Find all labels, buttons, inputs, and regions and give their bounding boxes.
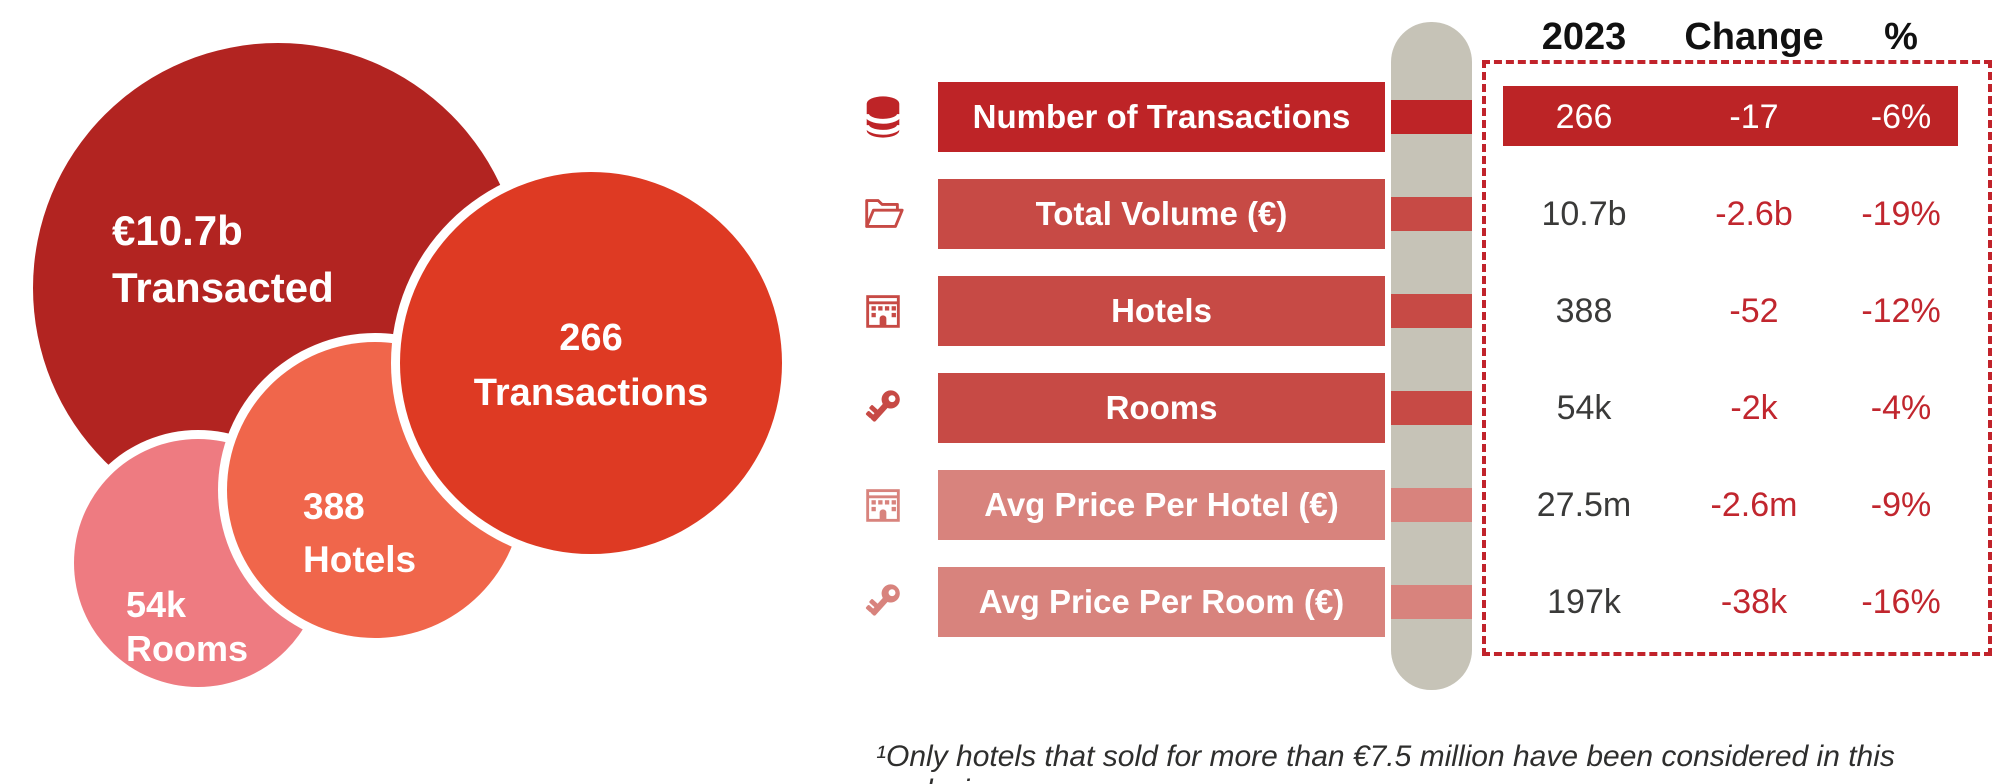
database-icon xyxy=(860,94,906,140)
bubble-label-rooms: 54k Rooms xyxy=(126,583,248,671)
value-2023: 27.5m xyxy=(1536,486,1632,524)
bubble-transactions xyxy=(400,172,782,554)
bubble-value: 388 xyxy=(303,486,365,527)
metric-label-bar: Avg Price Per Hotel (€) xyxy=(938,470,1385,540)
metric-label-bar: Total Volume (€) xyxy=(938,179,1385,249)
column-header-change: Change xyxy=(1684,16,1824,58)
capsule-band xyxy=(1391,197,1472,231)
metric-label-bar: Rooms xyxy=(938,373,1385,443)
capsule-band xyxy=(1391,100,1472,134)
value-change: -38k xyxy=(1720,583,1788,621)
value-2023: 266 xyxy=(1555,98,1613,136)
bubble-value: 266 xyxy=(559,317,623,359)
bubble-label-transactions: 266 Transactions xyxy=(400,311,782,421)
hotel-icon xyxy=(860,288,906,334)
value-change: -17 xyxy=(1729,98,1779,136)
capsule-band xyxy=(1391,585,1472,619)
value-pct: -12% xyxy=(1861,292,1941,330)
hotel-icon xyxy=(860,482,906,528)
key-icon xyxy=(860,579,906,625)
bubble-caption: Rooms xyxy=(126,628,249,669)
bubble-caption: Transactions xyxy=(473,372,709,414)
value-2023: 197k xyxy=(1547,583,1621,621)
metric-label-bar: Number of Transactions xyxy=(938,82,1385,152)
results-dashed-box xyxy=(1482,60,1992,656)
bubble-value: 54k xyxy=(126,584,187,625)
bubble-caption: Hotels xyxy=(303,539,417,580)
bubble-label-hotels: 388 Hotels xyxy=(303,480,416,586)
capsule-band xyxy=(1391,294,1472,328)
bubble-caption: Transacted xyxy=(112,264,334,311)
value-2023: 388 xyxy=(1555,292,1613,330)
value-pct: -4% xyxy=(1870,389,1932,427)
value-change: -2.6b xyxy=(1715,195,1793,233)
value-pct: -9% xyxy=(1870,486,1932,524)
metric-label-bar: Avg Price Per Room (€) xyxy=(938,567,1385,637)
value-pct: -6% xyxy=(1870,98,1932,136)
footnote: ¹Only hotels that sold for more than €7.… xyxy=(876,740,1895,784)
value-pct: -16% xyxy=(1861,583,1941,621)
key-icon xyxy=(860,385,906,431)
column-header-2023: 2023 xyxy=(1541,16,1627,58)
value-pct: -19% xyxy=(1861,195,1941,233)
value-2023: 10.7b xyxy=(1541,195,1627,233)
bubble-label-transacted: €10.7b Transacted xyxy=(112,202,334,316)
folder-icon xyxy=(860,191,906,237)
capsule-band xyxy=(1391,488,1472,522)
value-change: -2.6m xyxy=(1710,486,1798,524)
metric-label-bar: Hotels xyxy=(938,276,1385,346)
value-2023: 54k xyxy=(1556,389,1612,427)
capsule-band xyxy=(1391,391,1472,425)
value-change: -2k xyxy=(1730,389,1778,427)
highlight-value-bar xyxy=(1503,86,1958,146)
bubble-value: €10.7b xyxy=(112,207,243,254)
value-change: -52 xyxy=(1729,292,1779,330)
column-header-pct: % xyxy=(1884,16,1918,58)
